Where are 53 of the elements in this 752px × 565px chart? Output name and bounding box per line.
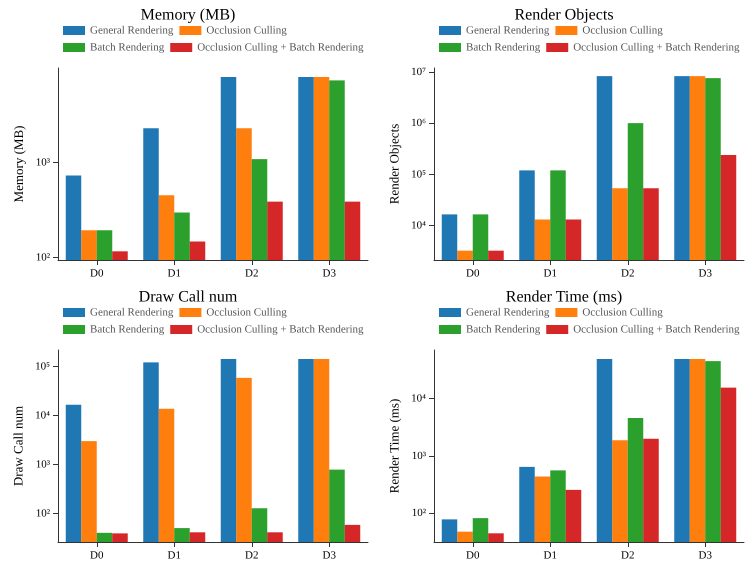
- y-tick-label: 10³: [36, 458, 51, 470]
- y-tick-label: 10⁷: [411, 66, 426, 78]
- x-tick-label: D1: [544, 268, 557, 280]
- legend-label: General Rendering: [466, 306, 550, 318]
- legend-label: Occlusion Culling + Batch Rendering: [197, 42, 364, 54]
- y-axis-title: Draw Call num: [10, 406, 26, 486]
- y-tick-label: 10⁴: [35, 409, 50, 422]
- y-tick-label: 10³: [36, 156, 51, 168]
- x-tick-label: D2: [621, 268, 634, 280]
- x-tick-label: D3: [322, 268, 336, 280]
- legend-label: Batch Rendering: [90, 324, 165, 336]
- x-tick-label: D1: [168, 550, 181, 562]
- legend-label: Batch Rendering: [466, 42, 541, 54]
- chart-title: Memory (MB): [140, 6, 236, 24]
- x-tick-label: D0: [90, 550, 104, 562]
- y-axis-title: Render Time (ms): [386, 398, 402, 494]
- y-tick-label: 10²: [36, 507, 51, 520]
- legend-label: Batch Rendering: [90, 42, 165, 54]
- legend-label: General Rendering: [466, 24, 550, 36]
- chart-title: Render Objects: [514, 6, 614, 24]
- x-tick-label: D1: [168, 268, 181, 280]
- legend-label: Occlusion Culling: [206, 306, 288, 318]
- legend-label: Occlusion Culling: [582, 24, 664, 36]
- x-tick-label: D0: [90, 268, 104, 280]
- legend-label: Occlusion Culling + Batch Rendering: [573, 42, 740, 54]
- x-tick-label: D3: [698, 550, 712, 562]
- y-tick-label: 10⁴: [411, 219, 426, 232]
- chart-title: Render Time (ms): [506, 288, 622, 306]
- x-tick-label: D2: [245, 550, 258, 562]
- legend-label: General Rendering: [90, 306, 174, 318]
- legend-label: General Rendering: [90, 24, 174, 36]
- chart-title: Draw Call num: [138, 288, 238, 306]
- legend-label: Occlusion Culling + Batch Rendering: [573, 324, 740, 336]
- legend-label: Batch Rendering: [466, 324, 541, 336]
- y-axis-title: Memory (MB): [10, 126, 26, 202]
- y-axis-title: Render Objects: [386, 124, 402, 204]
- y-tick-label: 10⁵: [35, 360, 50, 372]
- y-tick-label: 10⁶: [411, 117, 426, 130]
- y-tick-label: 10⁴: [411, 392, 426, 405]
- legend-label: Occlusion Culling + Batch Rendering: [197, 324, 364, 336]
- x-tick-label: D0: [466, 550, 480, 562]
- legend-label: Occlusion Culling: [582, 306, 664, 318]
- y-tick-label: 10²: [36, 251, 51, 264]
- y-tick-label: 10³: [412, 450, 427, 462]
- x-tick-label: D2: [245, 268, 258, 280]
- x-tick-label: D1: [544, 550, 557, 562]
- x-tick-label: D2: [621, 550, 634, 562]
- y-tick-label: 10⁵: [411, 168, 426, 180]
- x-tick-label: D0: [466, 268, 480, 280]
- x-tick-label: D3: [322, 550, 336, 562]
- x-tick-label: D3: [698, 268, 712, 280]
- y-tick-label: 10²: [412, 506, 427, 519]
- legend-label: Occlusion Culling: [206, 24, 288, 36]
